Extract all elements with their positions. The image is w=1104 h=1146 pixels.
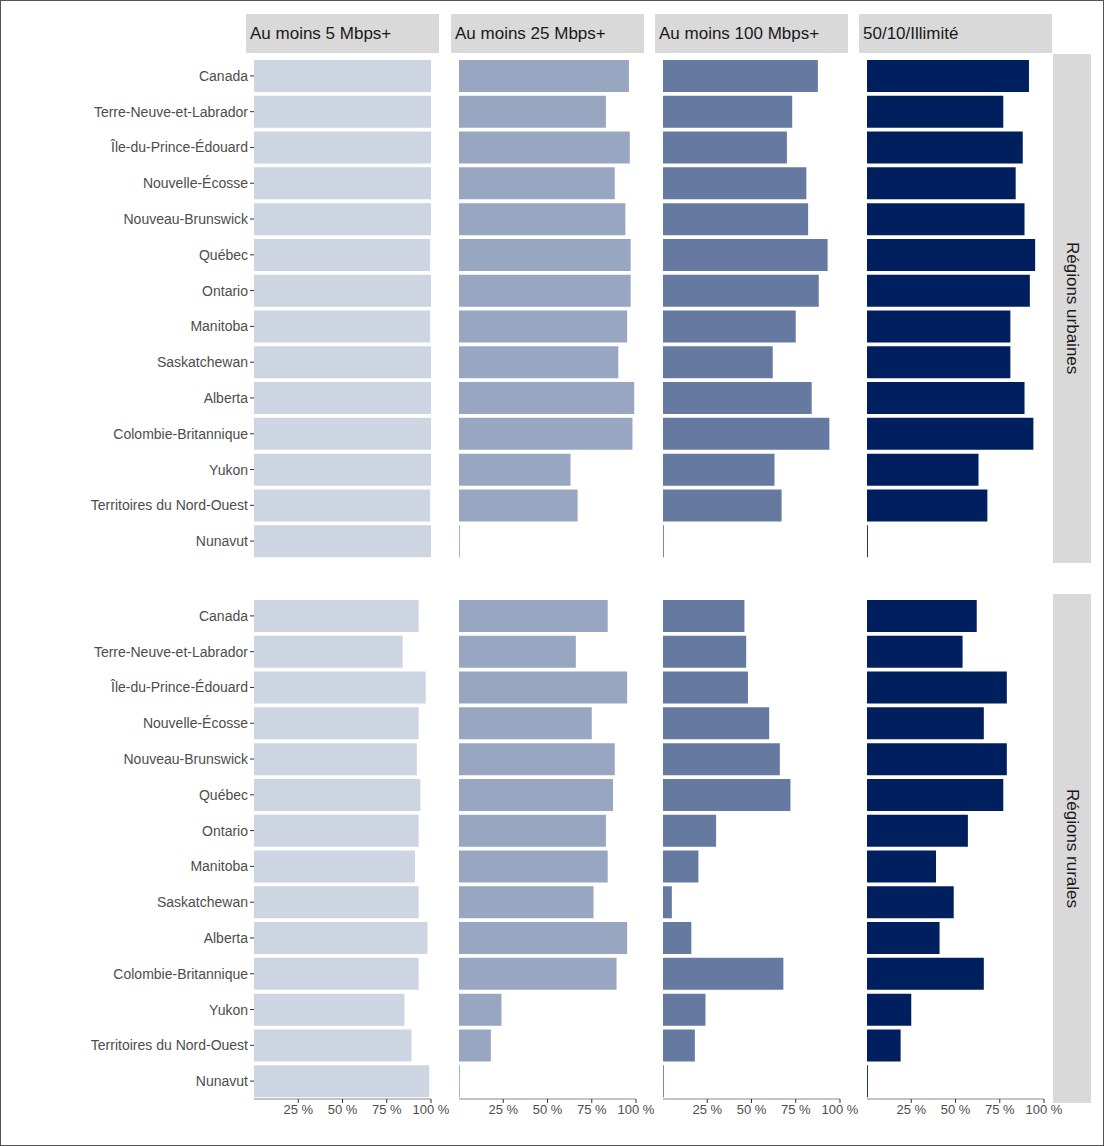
svg-text:Manitoba: Manitoba — [190, 318, 248, 334]
svg-text:50 %: 50 % — [737, 1102, 767, 1117]
svg-text:Territoires du Nord-Ouest: Territoires du Nord-Ouest — [91, 497, 248, 513]
svg-text:Manitoba: Manitoba — [190, 858, 248, 874]
svg-text:Terre-Neuve-et-Labrador: Terre-Neuve-et-Labrador — [94, 644, 248, 660]
svg-text:100 %: 100 % — [1026, 1102, 1063, 1117]
svg-text:Ontario: Ontario — [202, 283, 248, 299]
html-text:Régions rurales: Régions rurales — [1063, 789, 1082, 908]
svg-text:75 %: 75 % — [781, 1102, 811, 1117]
svg-text:Terre-Neuve-et-Labrador: Terre-Neuve-et-Labrador — [94, 104, 248, 120]
svg-text:25 %: 25 % — [283, 1102, 313, 1117]
svg-text:25 %: 25 % — [896, 1102, 926, 1117]
svg-text:Alberta: Alberta — [204, 390, 249, 406]
svg-text:75 %: 75 % — [372, 1102, 402, 1117]
svg-text:Nouveau-Brunswick: Nouveau-Brunswick — [124, 211, 249, 227]
svg-text:Alberta: Alberta — [204, 930, 249, 946]
svg-text:Île-du-Prince-Édouard: Île-du-Prince-Édouard — [110, 139, 248, 155]
svg-text:Nunavut: Nunavut — [196, 1073, 248, 1089]
svg-text:Yukon: Yukon — [209, 1002, 248, 1018]
svg-text:Nunavut: Nunavut — [196, 533, 248, 549]
svg-text:Saskatchewan: Saskatchewan — [157, 894, 248, 910]
svg-text:50 %: 50 % — [941, 1102, 971, 1117]
svg-text:50 %: 50 % — [533, 1102, 563, 1117]
svg-text:Nouvelle-Écosse: Nouvelle-Écosse — [143, 715, 248, 731]
svg-text:75 %: 75 % — [985, 1102, 1015, 1117]
svg-text:Ontario: Ontario — [202, 823, 248, 839]
html-text:Au moins 25 Mbps+: Au moins 25 Mbps+ — [455, 24, 606, 43]
svg-text:50 %: 50 % — [328, 1102, 358, 1117]
svg-text:75 %: 75 % — [577, 1102, 607, 1117]
svg-text:25 %: 25 % — [488, 1102, 518, 1117]
svg-text:100 %: 100 % — [822, 1102, 859, 1117]
svg-text:100 %: 100 % — [413, 1102, 450, 1117]
svg-text:Québec: Québec — [199, 247, 248, 263]
svg-text:Colombie-Britannique: Colombie-Britannique — [113, 426, 248, 442]
svg-text:100 %: 100 % — [618, 1102, 655, 1117]
svg-text:Saskatchewan: Saskatchewan — [157, 354, 248, 370]
svg-text:25 %: 25 % — [692, 1102, 722, 1117]
svg-text:Canada: Canada — [199, 68, 248, 84]
svg-text:Colombie-Britannique: Colombie-Britannique — [113, 966, 248, 982]
html-text:50/10/Illimité: 50/10/Illimité — [863, 24, 959, 43]
html-text:Au moins 5 Mbps+: Au moins 5 Mbps+ — [250, 24, 392, 43]
svg-text:Québec: Québec — [199, 787, 248, 803]
svg-text:Canada: Canada — [199, 608, 248, 624]
html-text:Régions urbaines: Régions urbaines — [1063, 242, 1082, 375]
svg-text:Nouveau-Brunswick: Nouveau-Brunswick — [124, 751, 249, 767]
svg-text:Territoires du Nord-Ouest: Territoires du Nord-Ouest — [91, 1037, 248, 1053]
svg-text:Yukon: Yukon — [209, 462, 248, 478]
svg-text:Île-du-Prince-Édouard: Île-du-Prince-Édouard — [110, 679, 248, 695]
html-text:Au moins 100 Mbps+: Au moins 100 Mbps+ — [659, 24, 820, 43]
svg-text:Nouvelle-Écosse: Nouvelle-Écosse — [143, 175, 248, 191]
